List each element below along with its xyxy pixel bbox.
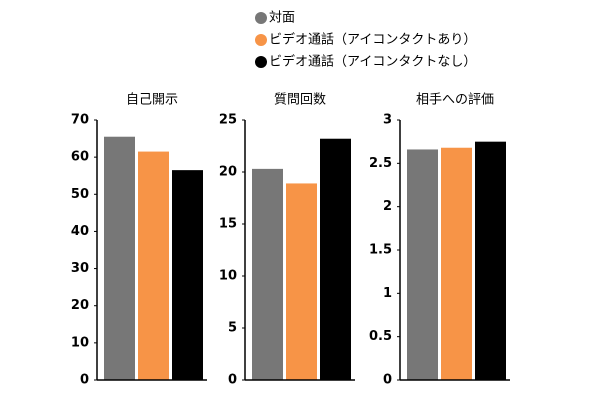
legend-label: ビデオ通話（アイコンタクトあり） (269, 32, 476, 48)
y-tick-label: 1 (383, 286, 392, 301)
bar (475, 141, 506, 380)
bar (138, 151, 169, 380)
legend-label: 対面 (269, 11, 295, 26)
y-tick-label: 10 (71, 335, 89, 350)
y-tick-label: 2.5 (369, 156, 392, 171)
y-tick-label: 3 (383, 113, 392, 128)
y-tick-label: 0 (228, 373, 237, 388)
y-tick-label: 25 (219, 113, 237, 128)
legend-marker (255, 12, 267, 24)
chart-title: 相手への評価 (416, 93, 494, 108)
y-tick-label: 15 (219, 217, 237, 232)
y-tick-label: 5 (228, 321, 237, 336)
y-tick-label: 70 (71, 113, 89, 128)
y-tick-label: 20 (219, 165, 237, 180)
bar (320, 138, 351, 380)
y-tick-label: 0 (383, 373, 392, 388)
bar (172, 170, 203, 380)
chart-title: 自己開示 (126, 93, 178, 108)
y-tick-label: 1.5 (369, 243, 392, 258)
y-tick-label: 40 (71, 224, 89, 239)
chart-title: 質問回数 (274, 93, 326, 108)
y-tick-label: 20 (71, 298, 89, 313)
bar (252, 168, 283, 380)
bar (441, 147, 472, 380)
legend-marker (255, 56, 267, 68)
bar (104, 136, 135, 380)
y-tick-label: 2 (383, 199, 392, 214)
y-tick-label: 10 (219, 269, 237, 284)
y-tick-label: 0 (80, 373, 89, 388)
legend-marker (255, 34, 267, 46)
y-tick-label: 0.5 (369, 329, 392, 344)
y-tick-label: 30 (71, 261, 89, 276)
legend-label: ビデオ通話（アイコンタクトなし） (269, 54, 476, 70)
bar (286, 183, 317, 380)
y-tick-label: 50 (71, 187, 89, 202)
y-tick-label: 60 (71, 150, 89, 165)
bar (407, 149, 438, 380)
